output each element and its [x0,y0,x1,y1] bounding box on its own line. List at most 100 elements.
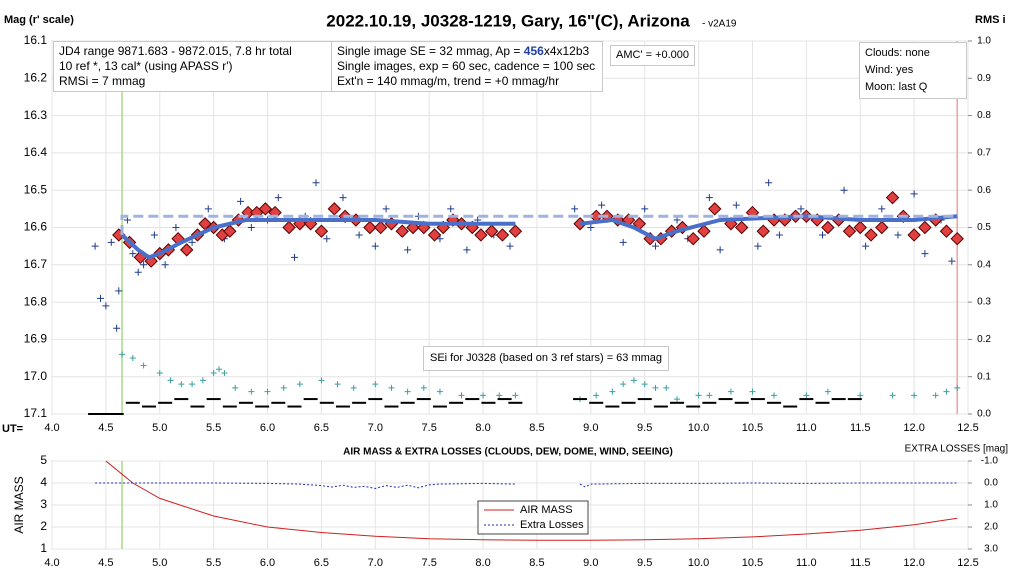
y2-tick-label: 0.5 [977,222,991,233]
cross [727,388,734,395]
cross [280,384,287,391]
cross [894,231,902,239]
x-tick-label: 11.0 [796,557,817,569]
cross [705,194,713,202]
cross [921,250,929,258]
x-tick-label: 11.5 [850,422,871,434]
cross [512,392,519,399]
x-tick-label: 4.5 [98,422,113,434]
x-tick-label: 9.0 [583,557,598,569]
image-line: Ext'n = 140 mmag/m, trend = +0 mmag/hr [337,74,560,88]
diamond [918,220,932,235]
amc: AMC' = +0.000 [616,49,690,61]
x-tick-label: 5.5 [206,557,221,569]
diamond [508,224,523,238]
diamond [474,228,488,242]
x-tick-label: 12.0 [903,557,924,569]
sei-box: SEi for J0328 (based on 3 ref stars) = 6… [423,346,670,371]
x-tick-label: 6.5 [314,557,329,569]
cross [819,231,827,239]
y2-tick-label: 0.0 [984,478,998,489]
cross [506,242,514,250]
x-tick-label: 11.0 [796,422,817,434]
cross [178,381,185,388]
diamond [282,220,296,235]
diamond [258,202,273,216]
x-tick-label: 8.0 [475,557,490,569]
y2-tick-label: -1.0 [981,456,999,467]
y-tick-label: 4 [40,475,47,489]
cross [372,381,379,388]
cross [199,377,206,384]
diamond [484,224,499,238]
cross [641,205,649,213]
x-tick-label: 8.0 [475,422,490,434]
cross [620,381,627,388]
cross [463,246,471,254]
diamond [885,190,900,205]
y-tick-label: 16.9 [24,332,48,346]
series-line [105,460,958,541]
y-tick-label: 1 [40,541,47,555]
x-tick-label: 7.5 [422,557,437,569]
y2-tick-label: 3.0 [984,544,998,555]
cross [248,388,255,395]
y2-tick-label: 0.4 [977,259,991,270]
y-tick-label: 17.0 [24,369,48,383]
diamond [179,243,194,257]
cross [803,392,810,399]
x-tick-label: 4.0 [44,557,59,569]
info-line: JD4 range 9871.683 - 9872.015, 7.8 hr to… [59,44,292,58]
series-line [120,214,958,235]
cross [129,250,137,258]
diamond [223,224,237,238]
y-tick-label: 16.5 [24,182,48,196]
cross [115,287,123,295]
cross [140,362,147,369]
diamond [950,231,964,246]
cross [237,197,245,205]
cross [210,369,217,376]
cross [436,235,444,243]
cross [932,392,939,399]
diamond [495,228,510,242]
x-tick-label: 5.0 [152,557,167,569]
diamond [907,228,921,242]
cross [204,205,212,213]
cross [312,179,320,187]
x-tick-label: 7.0 [368,422,383,434]
cross [732,201,740,209]
cross [695,392,702,399]
y2-tick-label: 0.9 [977,73,991,84]
cross [878,205,886,213]
y2-tick-label: 0.7 [977,148,991,159]
cross [797,205,805,213]
x-tick-label: 8.5 [529,557,544,569]
cross [771,392,778,399]
info-line: 10 ref *, 13 cal* (using APASS r') [59,59,233,73]
y2-tick-label: 0.3 [977,297,991,308]
cross [840,186,848,194]
cross [355,231,363,239]
y-tick-label: 3 [40,497,47,511]
x-tick-label: 6.5 [314,422,329,434]
x-tick-label: 11.5 [850,557,871,569]
diamond [686,231,700,246]
cross [404,388,411,395]
x-tick-label: 4.0 [44,422,59,434]
cross [119,351,126,358]
condition: Moon: last Q [865,81,928,93]
cross [161,261,169,269]
diamond [842,224,857,238]
y2-tick-label: 0.6 [977,185,991,196]
diamond [373,220,388,235]
x-tick-label: 10.0 [688,422,709,434]
cross [706,392,713,399]
diamond [864,228,878,242]
cross [775,231,783,239]
x-tick-label: 4.5 [98,557,113,569]
cross [663,384,670,391]
y-axis-label: AIR MASS [12,476,26,533]
info-line: RMSi = 7 mmag [59,74,146,88]
cross [857,392,864,399]
